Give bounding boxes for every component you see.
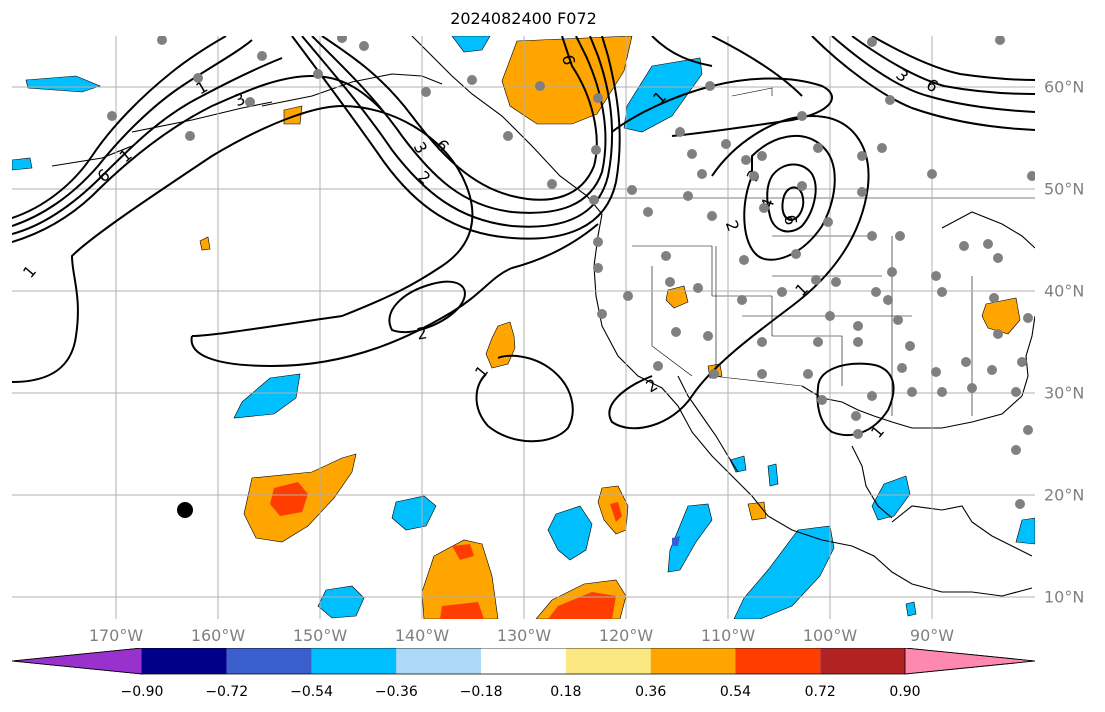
latitude-tick-label: 50°N bbox=[1044, 179, 1085, 199]
colorbar-tick-label: 0.54 bbox=[719, 684, 752, 700]
colorbar-bin bbox=[650, 648, 736, 674]
colorbar-tick-label: 0.36 bbox=[635, 684, 667, 700]
colorbar-tick-label: −0.18 bbox=[459, 684, 503, 700]
region-positive bbox=[981, 297, 1021, 335]
hawaii-station-marker bbox=[177, 502, 193, 518]
contours bbox=[12, 36, 1035, 443]
colorbar-bin bbox=[820, 648, 905, 674]
contour-labels: 113663262211346211163 bbox=[19, 53, 941, 441]
colorbar-bin bbox=[142, 648, 227, 674]
longitude-tick-label: 160°W bbox=[190, 626, 246, 645]
latitude-tick-label: 10°N bbox=[1044, 587, 1085, 607]
colorbar-tick-label: −0.54 bbox=[290, 684, 333, 700]
colorbar-extend-high bbox=[904, 648, 1035, 675]
colorbar-tick-label: −0.90 bbox=[120, 684, 164, 700]
colorbar-bin bbox=[396, 648, 482, 674]
region-negative bbox=[547, 505, 593, 561]
longitude-tick-label: 110°W bbox=[700, 626, 756, 645]
latitude-tick-label: 20°N bbox=[1044, 485, 1085, 505]
region-negative-strong bbox=[672, 536, 680, 546]
region-negative bbox=[905, 601, 917, 617]
colorbar-bin bbox=[565, 648, 651, 674]
colorbar-bin bbox=[226, 648, 312, 674]
region-negative bbox=[391, 495, 437, 531]
colorbar-tick-label: 0.18 bbox=[550, 684, 582, 700]
latitude-tick-label: 40°N bbox=[1044, 281, 1085, 301]
coastlines bbox=[51, 36, 1035, 597]
stations bbox=[107, 36, 1035, 509]
region-negative bbox=[451, 36, 491, 53]
region-positive-strong bbox=[452, 544, 474, 560]
colorbar-extend-low bbox=[12, 648, 143, 675]
longitude-tick-label: 100°W bbox=[802, 626, 858, 645]
region-positive-strong bbox=[440, 602, 484, 619]
longitude-tick-label: 120°W bbox=[598, 626, 654, 645]
region-positive-strong bbox=[548, 592, 616, 619]
colorbar-bin bbox=[311, 648, 397, 674]
colorbar-bin bbox=[481, 648, 566, 674]
region-negative bbox=[667, 503, 713, 573]
region-negative bbox=[733, 525, 835, 619]
gridlines bbox=[12, 36, 1035, 619]
colorbar-tick-label: 0.72 bbox=[804, 684, 836, 700]
longitude-tick-label: 150°W bbox=[292, 626, 348, 645]
weather-map: 113663262211346211163 bbox=[12, 36, 1035, 619]
latitude-tick-label: 30°N bbox=[1044, 383, 1085, 403]
contour-label: 2 bbox=[415, 323, 428, 343]
longitude-tick-label: 170°W bbox=[88, 626, 144, 645]
region-negative bbox=[233, 373, 301, 419]
region-positive bbox=[199, 236, 211, 251]
latitude-tick-label: 60°N bbox=[1044, 77, 1085, 97]
contour-label: 6 bbox=[780, 213, 800, 226]
colorbar-tick-label: −0.72 bbox=[205, 684, 249, 700]
colorbar-bin bbox=[735, 648, 821, 674]
map-title: 2024082400 F072 bbox=[450, 9, 597, 28]
colorbar-tick-label: −0.36 bbox=[374, 684, 418, 700]
longitude-tick-label: 130°W bbox=[496, 626, 552, 645]
region-negative bbox=[1015, 517, 1035, 545]
region-negative bbox=[317, 585, 365, 619]
colorbar-tick-label: 0.90 bbox=[889, 684, 921, 700]
region-negative bbox=[729, 455, 747, 473]
region-negative bbox=[767, 463, 779, 487]
region-positive bbox=[747, 501, 767, 521]
contour-label: 6 bbox=[558, 53, 578, 66]
colorbar bbox=[12, 648, 1035, 675]
region-negative bbox=[12, 157, 33, 171]
region-positive-strong bbox=[270, 482, 308, 516]
longitude-tick-label: 90°W bbox=[909, 626, 955, 645]
longitude-tick-label: 140°W bbox=[394, 626, 450, 645]
region-positive-strong bbox=[610, 502, 622, 522]
